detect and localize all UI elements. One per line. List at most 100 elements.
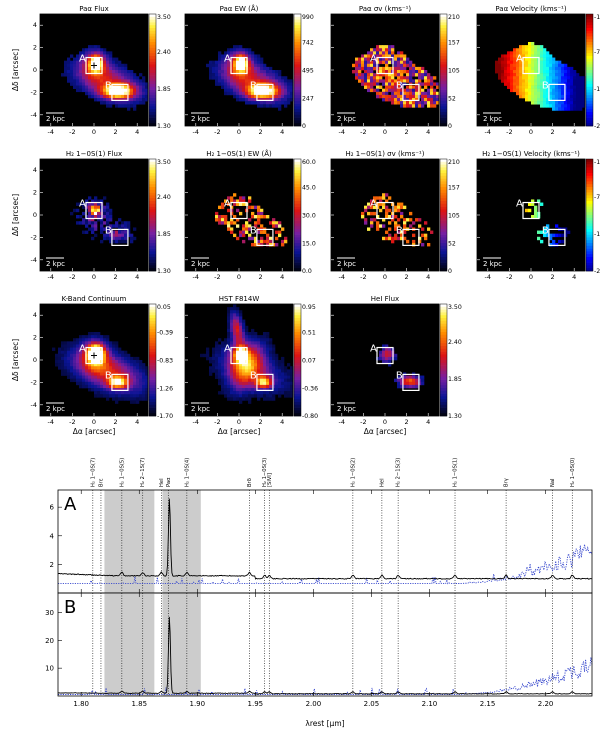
line-id-label: H₂ 1−0S(0) <box>570 458 576 487</box>
colorbar: 60.0 45.0 30.0 15.0 0.0 <box>293 158 316 275</box>
colorbar-tick-label: 3.50 <box>157 159 171 166</box>
map-image <box>352 45 440 108</box>
map-image <box>215 193 288 247</box>
x-tick-label: -4 <box>339 128 345 136</box>
colorbar-tick-label: 0.95 <box>302 304 316 311</box>
colorbar-tick-label: -260 <box>594 123 600 130</box>
colorbar-tick-label: 105 <box>448 213 460 220</box>
x-axis-label: λrest [μm] <box>305 719 344 728</box>
region-box-b <box>256 83 274 102</box>
region-box-a <box>230 201 248 220</box>
x-tick-label: -2 <box>360 128 366 136</box>
x-tick-label: -2 <box>360 273 366 281</box>
map-image <box>525 199 571 247</box>
colorbar-tick-label: 247 <box>302 96 314 103</box>
region-label-b: B <box>396 225 403 236</box>
x-tick-label: -4 <box>48 128 54 136</box>
colorbar-tick-label: 3.50 <box>157 14 171 21</box>
colorbar-tick-label: -0.80 <box>302 413 318 420</box>
line-id-label: [SiVI] <box>267 473 273 487</box>
region-label-b: B <box>542 225 549 236</box>
x-tick-label: -2 <box>360 418 366 426</box>
colorbar-tick-label: -70 <box>594 49 600 56</box>
y-tick-label: -4 <box>31 401 37 409</box>
line-id-label: Paα <box>166 477 172 487</box>
region-label-b: B <box>250 370 257 381</box>
scalebar-label: 2 kpc <box>483 260 502 268</box>
region-box-b <box>402 83 420 102</box>
map-panel-title: HeI Flux <box>371 295 399 303</box>
line-id-label: H₂ 1−0S(4) <box>184 458 190 487</box>
map-panel-8: K-Band Continuum A B 2 kpc -4 -4 -2 -2 0 0 2 2 4 4 Δδ … <box>11 295 173 436</box>
region-label-a: A <box>370 344 377 355</box>
spectrum-panel-b: 10 20 30 1.80 1.85 1.90 1.95 2.00 2.05 2.10 2.15 2.… <box>45 592 593 708</box>
x-tick-label: 0 <box>237 273 241 281</box>
y-tick-label: 20 <box>45 637 54 645</box>
y-tick-label: 2 <box>50 561 54 569</box>
x-tick-label: 0 <box>529 273 533 281</box>
spectrum-chart: H₂ 1−0S(7) Brε H₂ 1−0S(5) H₂ 2−1S(7) HeI Paα H… <box>45 458 593 728</box>
colorbar: 210 157 105 52 0 <box>439 158 460 275</box>
line-id-label: H₂ 1−0S(3) <box>262 458 268 487</box>
x-tick-label: 0 <box>383 128 387 136</box>
x-tick-label: 0 <box>92 128 96 136</box>
region-box-a <box>376 56 394 75</box>
x-tick-label: 2 <box>259 128 263 136</box>
x-tick-label: 4 <box>426 418 430 426</box>
x-tick-label: 2.10 <box>422 700 438 708</box>
colorbar-tick-label: 2.40 <box>448 339 462 346</box>
y-tick-label: 4 <box>33 311 37 319</box>
x-tick-label: 1.85 <box>131 700 147 708</box>
y-tick-label: 4 <box>33 166 37 174</box>
y-tick-label: 0 <box>33 356 37 364</box>
line-id-label: H₂ 2−1S(7) <box>140 458 146 487</box>
x-tick-label: -4 <box>193 128 199 136</box>
line-id-label: H₂ 2−1S(3) <box>396 458 402 487</box>
colorbar-tick-label: -0.83 <box>157 358 173 365</box>
x-tick-label: 4 <box>572 128 576 136</box>
colorbar-tick-label: -70 <box>594 194 600 201</box>
x-tick-label: -2 <box>69 128 75 136</box>
map-panel-3: Paα Velocity (kms⁻¹) A B 2 kpc -4 -2 0 2 4 -120 -7… <box>476 5 600 136</box>
x-tick-label: -4 <box>48 418 54 426</box>
scalebar-label: 2 kpc <box>483 115 502 123</box>
colorbar-tick-label: 0.51 <box>302 330 316 337</box>
model-spectrum <box>58 657 593 696</box>
map-panel-title: H₂ 1−0S(1) EW (Å) <box>206 149 272 158</box>
region-label-a: A <box>79 344 86 355</box>
region-box-a <box>85 346 103 365</box>
map-panel-title: H₂ 1−0S(1) Flux <box>66 150 122 158</box>
observed-spectrum <box>57 498 593 580</box>
colorbar-tick-label: 2.40 <box>157 194 171 201</box>
region-label-b: B <box>542 80 549 91</box>
x-tick-label: 2 <box>114 418 118 426</box>
region-box-b <box>111 83 129 102</box>
colorbar-tick-label: -260 <box>594 268 600 275</box>
colorbar-tick-label: 495 <box>302 68 314 75</box>
colorbar-tick-label: 0 <box>302 123 306 130</box>
scalebar-label: 2 kpc <box>191 115 210 123</box>
line-id-label: H₂ 1−0S(7) <box>90 458 96 487</box>
x-tick-label: 4 <box>135 273 139 281</box>
colorbar-tick-label: -0.36 <box>302 386 318 393</box>
y-tick-label: -4 <box>31 111 37 119</box>
region-box-b <box>548 228 566 246</box>
colorbar: 3.50 2.40 1.85 1.30 <box>439 303 462 420</box>
colorbar-tick-label: -120 <box>594 14 600 21</box>
ra-axis-label: Δα [arcsec] <box>73 427 116 436</box>
colorbar-tick-label: 45.0 <box>302 185 316 192</box>
region-box-a <box>376 201 394 220</box>
map-image <box>200 304 294 404</box>
x-tick-label: -2 <box>506 273 512 281</box>
y-tick-label: 2 <box>33 189 37 197</box>
colorbar-tick-label: -165 <box>594 86 600 93</box>
x-tick-label: 2 <box>405 128 409 136</box>
region-box-b <box>402 373 420 391</box>
map-panel-title: Paα Flux <box>79 5 109 13</box>
x-tick-label: -2 <box>506 128 512 136</box>
colorbar: 0.95 0.51 0.07 -0.36 -0.80 <box>293 303 318 420</box>
colorbar-tick-label: -1.26 <box>157 386 173 393</box>
x-tick-label: 2 <box>259 273 263 281</box>
colorbar-tick-label: 3.50 <box>448 304 462 311</box>
